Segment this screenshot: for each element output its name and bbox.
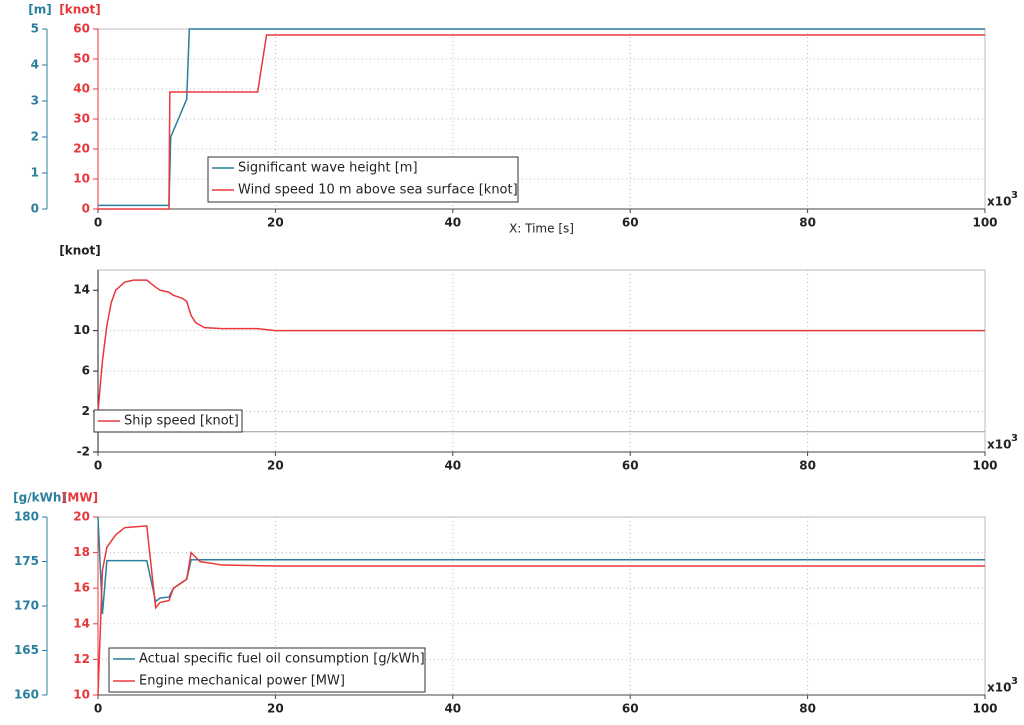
y2-tick-label: 30 (73, 112, 90, 126)
y-tick-label: 14 (73, 283, 90, 297)
x-multiplier: x10 (987, 195, 1011, 209)
y-tick-label: 165 (14, 643, 39, 657)
x-tick-label: 60 (622, 459, 639, 473)
x-tick-label: 0 (94, 459, 102, 473)
x-tick-label: 60 (622, 702, 639, 716)
y-tick-label: -2 (77, 445, 90, 459)
y-tick-label: 0 (31, 202, 39, 216)
legend-label: Significant wave height [m] (238, 161, 418, 176)
y2-tick-label: 16 (73, 581, 90, 595)
series-line (98, 34, 985, 210)
x-tick-label: 80 (799, 216, 816, 230)
x-multiplier: x10 (987, 681, 1011, 695)
x-exponent: 3 (1011, 433, 1018, 444)
x-tick-label: 100 (972, 216, 997, 230)
y2-tick-label: 20 (73, 510, 90, 524)
y-tick-label: 10 (73, 323, 90, 337)
x-tick-label: 0 (94, 216, 102, 230)
series-line (97, 279, 985, 412)
y2-tick-label: 60 (73, 22, 90, 36)
x-tick-label: 100 (972, 702, 997, 716)
x-tick-label: 20 (267, 702, 284, 716)
x-multiplier: x10 (987, 438, 1011, 452)
x-exponent: 3 (1011, 676, 1018, 687)
y-tick-label: 1 (31, 166, 39, 180)
x-tick-label: 80 (799, 459, 816, 473)
y-tick-label: 2 (82, 404, 90, 418)
x-axis-label: X: Time [s] (509, 222, 574, 236)
x-tick-label: 20 (267, 459, 284, 473)
y2-tick-label: 20 (73, 142, 90, 156)
y-tick-label: 4 (31, 58, 39, 72)
series-line (97, 525, 985, 696)
y2-tick-label: 18 (73, 545, 90, 559)
x-tick-label: 60 (622, 216, 639, 230)
y-tick-label: 2 (31, 130, 39, 144)
y2-tick-label: 0 (82, 202, 90, 216)
y2-axis-label: [MW] (62, 491, 98, 505)
y-tick-label: 6 (82, 364, 90, 378)
legend-label: Wind speed 10 m above sea surface [knot] (238, 183, 518, 198)
legend-label: Actual specific fuel oil consumption [g/… (139, 652, 425, 667)
y2-tick-label: 14 (73, 616, 90, 630)
y-tick-label: 160 (14, 688, 39, 702)
y-tick-label: 180 (14, 510, 39, 524)
x-tick-label: 80 (799, 702, 816, 716)
y2-tick-label: 12 (73, 652, 90, 666)
y-axis-label: [g/kWh] (13, 491, 67, 505)
legend-label: Ship speed [knot] (124, 414, 239, 429)
x-tick-label: 40 (444, 216, 461, 230)
x-tick-label: 40 (444, 702, 461, 716)
y-axis-label: [m] (28, 3, 51, 17)
x-tick-label: 100 (972, 459, 997, 473)
y-axis-label: [knot] (59, 244, 100, 258)
legend-box (207, 156, 519, 203)
y2-axis-label: [knot] (59, 3, 100, 17)
y2-tick-label: 40 (73, 82, 90, 96)
legend-box (93, 409, 243, 433)
y2-tick-label: 50 (73, 52, 90, 66)
y-tick-label: 5 (31, 22, 39, 36)
x-tick-label: 0 (94, 702, 102, 716)
x-tick-label: 20 (267, 216, 284, 230)
legend-label: Engine mechanical power [MW] (139, 674, 345, 689)
series-line (98, 28, 985, 207)
y-tick-label: 3 (31, 94, 39, 108)
y-tick-label: 170 (14, 599, 39, 613)
y-tick-label: 175 (14, 554, 39, 568)
legend-box (108, 647, 426, 693)
y2-tick-label: 10 (73, 688, 90, 702)
y2-tick-label: 10 (73, 172, 90, 186)
x-exponent: 3 (1011, 190, 1018, 201)
x-tick-label: 40 (444, 459, 461, 473)
